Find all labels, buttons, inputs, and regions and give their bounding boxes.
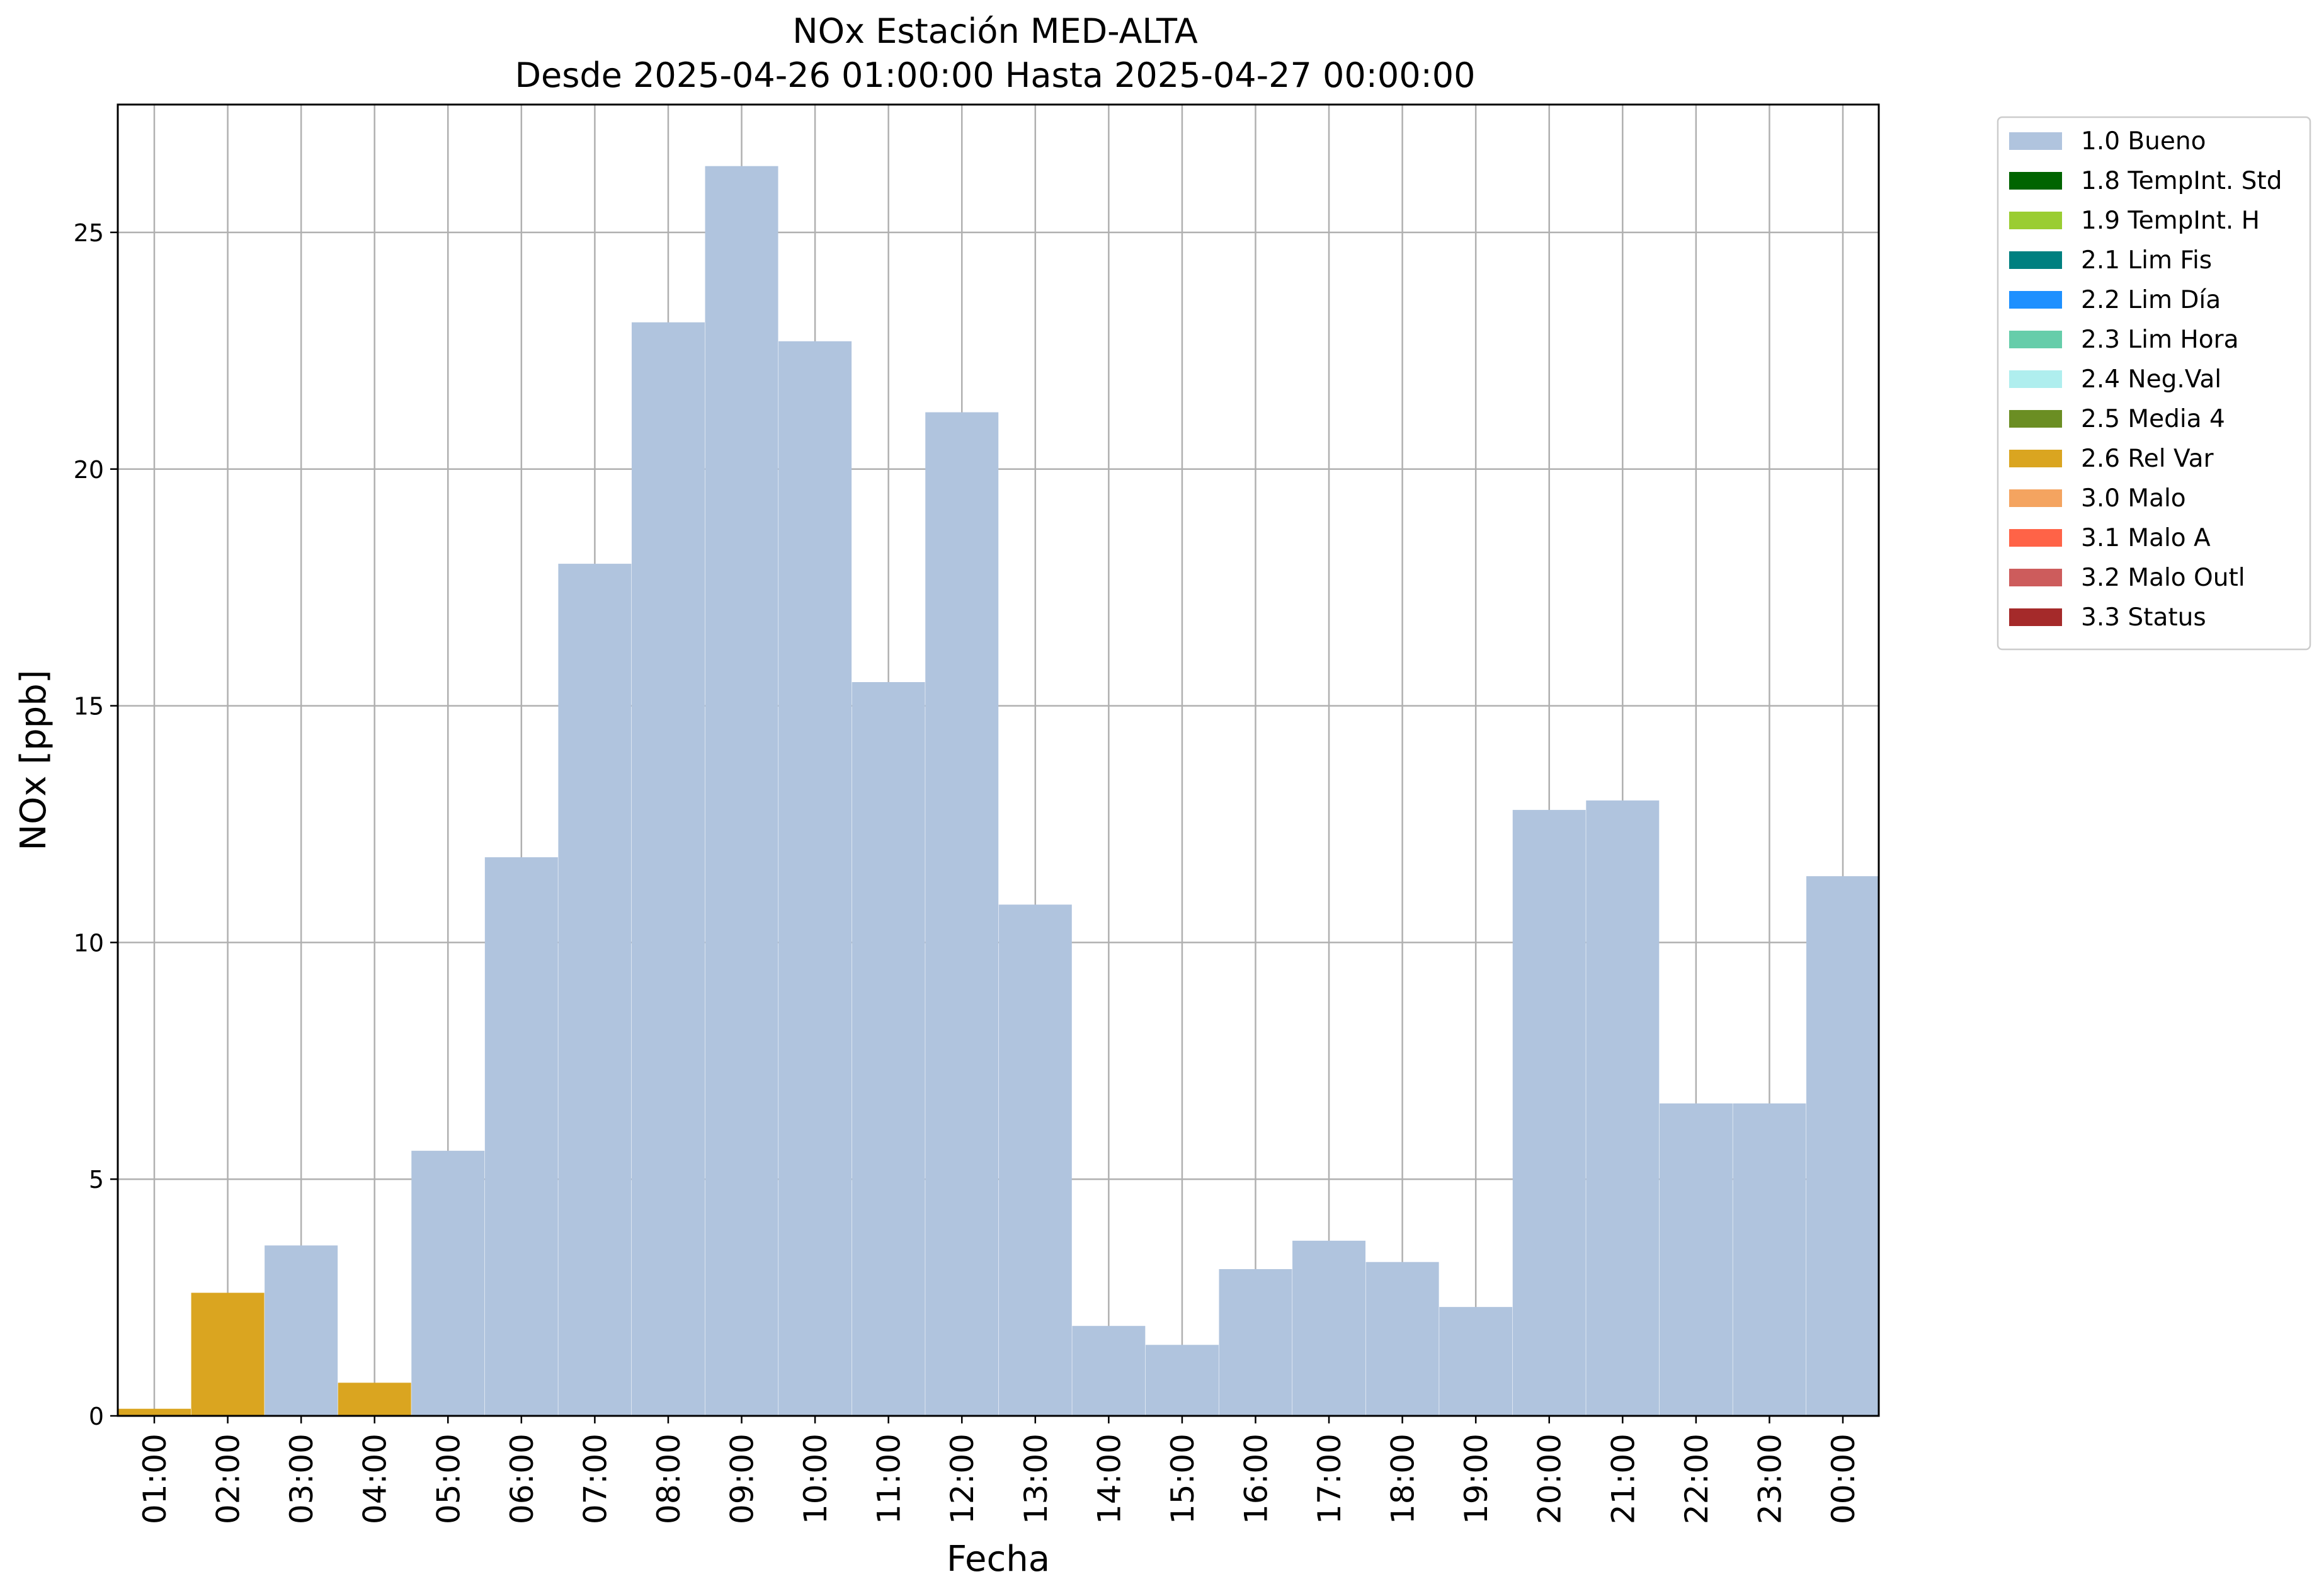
legend-swatch [2009,370,2062,388]
legend-label: 2.1 Lim Fis [2081,246,2212,275]
x-tick-label: 22:00 [1678,1434,1715,1524]
x-tick-label: 08:00 [651,1434,687,1524]
x-tick-label: 13:00 [1018,1434,1054,1524]
legend-label: 3.1 Malo A [2081,524,2211,552]
x-tick-label: 11:00 [871,1434,908,1524]
bar [925,412,999,1416]
x-tick-label: 00:00 [1825,1434,1862,1524]
legend-swatch [2009,291,2062,309]
bar [191,1292,265,1416]
y-axis: 0 5 10 15 20 25 [74,219,118,1430]
x-tick-label: 16:00 [1238,1434,1274,1524]
x-tick-label: 02:00 [210,1434,247,1524]
x-tick-label: 01:00 [137,1434,173,1524]
bar [631,322,705,1416]
plot-frame [117,103,1880,1417]
legend-label: 2.2 Lim Día [2081,286,2221,314]
bar [1219,1268,1292,1416]
legend-label: 2.4 Neg.Val [2081,365,2221,394]
legend-label: 1.9 TempInt. H [2081,207,2260,235]
bar [1512,809,1586,1416]
legend-swatch [2009,212,2062,229]
x-axis: 01:00 02:00 03:00 04:00 05:00 06:00 07:00 08:00… [137,1416,1862,1524]
x-tick-label: 14:00 [1091,1434,1127,1524]
x-tick-label: 09:00 [724,1434,761,1524]
legend-box [1997,116,2311,651]
bar [778,341,852,1416]
bar [852,681,925,1416]
bar [265,1245,338,1416]
x-tick-label: 03:00 [283,1434,320,1524]
x-tick-label: 07:00 [577,1434,613,1524]
bar [1145,1345,1219,1416]
y-axis-label: NOx [ppb] [13,670,54,850]
bar [1659,1103,1733,1416]
y-tick-label: 20 [74,456,104,484]
legend-swatch [2009,172,2062,190]
y-tick-label: 25 [74,219,104,247]
legend-label: 1.0 Bueno [2081,127,2206,156]
legend-swatch [2009,450,2062,467]
legend-label: 3.3 Status [2081,603,2206,632]
y-tick-label: 0 [89,1403,104,1430]
legend-label: 2.5 Media 4 [2081,405,2225,433]
legend-swatch [2009,410,2062,428]
bar [338,1382,411,1416]
x-axis-label: Fecha [947,1539,1050,1580]
x-tick-label: 20:00 [1532,1434,1568,1524]
bar [1439,1307,1513,1416]
bar [484,857,558,1416]
x-tick-label: 06:00 [504,1434,540,1524]
legend-swatch [2009,569,2062,586]
legend-label: 2.3 Lim Hora [2081,326,2239,354]
legend: 1.0 Bueno 1.8 TempInt. Std 1.9 TempInt. H 2… [1997,116,2311,651]
legend-label: 1.8 TempInt. Std [2081,167,2282,195]
bar [558,564,632,1416]
legend-swatch [2009,529,2062,547]
x-tick-label: 18:00 [1385,1434,1422,1524]
x-tick-label: 19:00 [1458,1434,1495,1524]
x-tick-label: 23:00 [1752,1434,1788,1524]
legend-swatch [2009,251,2062,269]
x-tick-label: 12:00 [944,1434,981,1524]
y-tick-label: 5 [89,1166,104,1194]
bar [1072,1326,1146,1416]
legend-swatch [2009,331,2062,348]
legend-label: 2.6 Rel Var [2081,445,2214,473]
chart-title: NOx Estación MED-ALTA [792,11,1198,51]
x-tick-label: 05:00 [430,1434,467,1524]
x-tick-label: 04:00 [357,1434,394,1524]
bar [1733,1103,1806,1416]
legend-swatch [2009,608,2062,626]
x-tick-label: 21:00 [1605,1434,1641,1524]
y-tick-label: 10 [74,929,104,957]
x-tick-label: 15:00 [1165,1434,1201,1524]
x-tick-label: 10:00 [797,1434,834,1524]
bar [118,1408,191,1416]
x-tick-label: 17:00 [1311,1434,1348,1524]
bar [705,166,778,1416]
legend-swatch [2009,489,2062,507]
legend-label: 3.0 Malo [2081,484,2186,513]
bar [1365,1262,1439,1416]
bar [411,1151,485,1416]
bar [998,904,1072,1416]
y-tick-label: 15 [74,693,104,721]
bar [1586,800,1660,1416]
bar [1292,1240,1366,1416]
chart-subtitle: Desde 2025-04-26 01:00:00 Hasta 2025-04-… [515,55,1475,95]
bars-group [118,166,1879,1416]
legend-swatch [2009,132,2062,150]
bar [1806,876,1879,1416]
legend-label: 3.2 Malo Outl [2081,564,2245,592]
